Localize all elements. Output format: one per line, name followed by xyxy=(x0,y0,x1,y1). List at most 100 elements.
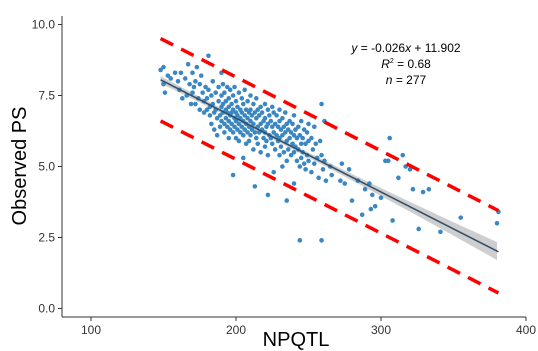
data-point xyxy=(201,110,207,115)
data-point xyxy=(310,147,316,152)
data-point xyxy=(259,110,265,115)
data-point xyxy=(291,113,297,118)
data-point xyxy=(246,138,252,144)
data-point xyxy=(232,84,237,90)
data-point xyxy=(255,141,261,147)
data-point xyxy=(265,152,271,158)
data-point xyxy=(410,186,416,192)
data-point xyxy=(265,192,271,198)
upper-prediction-line xyxy=(159,37,500,213)
data-point xyxy=(323,178,329,183)
data-point xyxy=(236,121,242,127)
data-point xyxy=(291,150,297,155)
data-point xyxy=(274,132,279,138)
equation-y-var: y xyxy=(350,41,358,55)
data-point xyxy=(204,107,210,113)
data-point xyxy=(200,90,205,95)
data-point xyxy=(213,90,218,95)
data-point xyxy=(243,107,249,113)
y-tick-label: 2.5 xyxy=(38,230,55,244)
data-point xyxy=(229,101,234,107)
data-point xyxy=(197,107,203,113)
data-point xyxy=(211,127,217,132)
data-point xyxy=(372,203,378,209)
data-point xyxy=(243,141,249,147)
data-point xyxy=(225,84,230,90)
x-tick-label: 200 xyxy=(226,323,246,337)
data-point xyxy=(236,138,242,144)
data-point xyxy=(293,127,298,132)
data-point xyxy=(188,101,194,107)
data-point xyxy=(209,93,214,98)
x-tick-label: 400 xyxy=(516,323,536,337)
data-point xyxy=(262,101,268,107)
data-point xyxy=(252,110,258,115)
data-point xyxy=(420,189,426,195)
data-point xyxy=(222,121,227,127)
data-point xyxy=(232,124,237,130)
data-point xyxy=(265,107,271,113)
data-point xyxy=(269,104,275,110)
data-point xyxy=(253,135,259,141)
x-tick-label: 300 xyxy=(371,323,391,337)
data-point xyxy=(265,121,271,127)
data-point xyxy=(239,110,245,115)
x-axis-title: NPQTL xyxy=(263,329,330,351)
data-point xyxy=(245,98,250,104)
data-point xyxy=(313,141,319,147)
data-point xyxy=(287,118,292,124)
data-point xyxy=(168,76,174,81)
data-point xyxy=(285,147,291,152)
equation-intercept: + 11.902 xyxy=(411,41,461,55)
data-point xyxy=(300,135,306,141)
fit-line-layer xyxy=(160,79,499,253)
data-point xyxy=(220,81,226,87)
n-annotation: n = 277 xyxy=(386,73,427,87)
data-point xyxy=(283,110,288,115)
data-point xyxy=(342,181,348,186)
data-point xyxy=(301,161,307,166)
data-point xyxy=(284,121,290,127)
data-point xyxy=(191,84,197,90)
data-point xyxy=(262,144,268,149)
data-point xyxy=(239,96,245,101)
data-point xyxy=(306,158,311,164)
data-point xyxy=(240,101,246,107)
data-point xyxy=(216,84,221,90)
data-point xyxy=(230,172,236,178)
data-point xyxy=(161,64,166,70)
data-point xyxy=(258,121,263,127)
data-point xyxy=(280,132,285,138)
data-point xyxy=(304,130,310,135)
y-tick-label: 0.0 xyxy=(38,301,55,315)
data-point xyxy=(253,96,259,101)
data-point xyxy=(233,135,239,141)
data-point xyxy=(185,61,191,67)
points-layer xyxy=(158,53,501,243)
data-point xyxy=(172,70,178,76)
data-point xyxy=(227,127,233,132)
data-point xyxy=(288,130,294,135)
data-point xyxy=(301,127,307,132)
data-point xyxy=(226,135,232,141)
data-point xyxy=(226,118,232,124)
data-point xyxy=(309,135,314,141)
data-point xyxy=(407,167,413,172)
data-point xyxy=(216,98,221,104)
data-point xyxy=(370,192,375,198)
r-squared-value: = 0.68 xyxy=(394,57,431,71)
data-point xyxy=(287,135,292,141)
data-point xyxy=(194,64,200,70)
data-point xyxy=(280,164,285,169)
data-point xyxy=(258,150,263,155)
r-squared-annotation: R2 = 0.68 xyxy=(381,57,431,71)
data-point xyxy=(240,155,246,161)
data-point xyxy=(249,127,255,132)
data-point xyxy=(219,93,224,98)
equation-annotation: y = -0.026x + 11.902 xyxy=(350,41,461,55)
y-ticks: 0.0 2.5 5.0 7.5 10.0 xyxy=(32,18,62,315)
data-point xyxy=(223,115,229,121)
data-point xyxy=(277,107,282,113)
data-point xyxy=(285,127,291,132)
